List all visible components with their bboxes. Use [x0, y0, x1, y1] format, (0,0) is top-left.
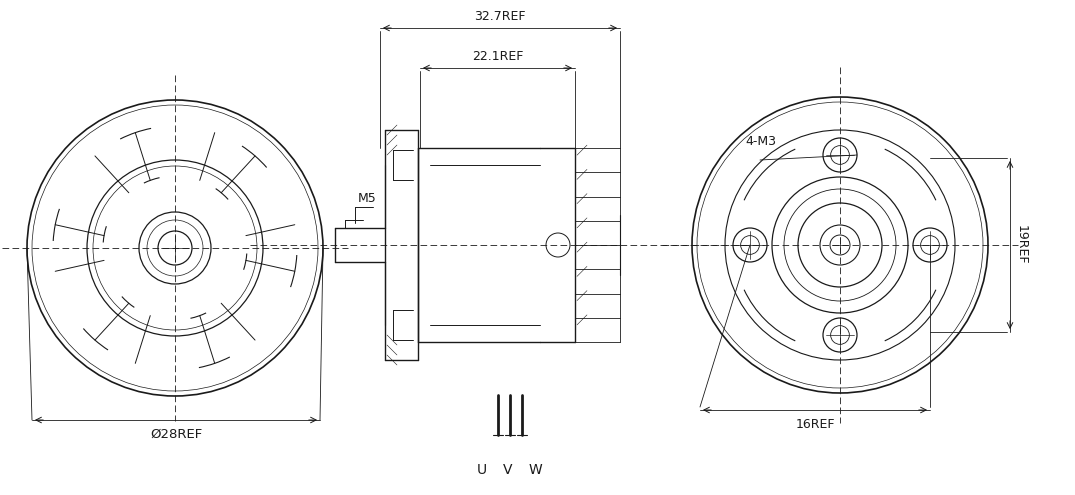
Text: 22.1REF: 22.1REF	[472, 50, 524, 63]
Text: 4-M3: 4-M3	[745, 135, 776, 148]
Text: V: V	[503, 463, 513, 477]
Text: 19REF: 19REF	[1015, 225, 1028, 265]
Text: W: W	[528, 463, 542, 477]
Text: M5: M5	[358, 192, 376, 205]
Text: Ø28REF: Ø28REF	[149, 428, 202, 441]
Text: U: U	[477, 463, 487, 477]
Text: 16REF: 16REF	[796, 418, 835, 431]
Text: 32.7REF: 32.7REF	[474, 10, 526, 23]
